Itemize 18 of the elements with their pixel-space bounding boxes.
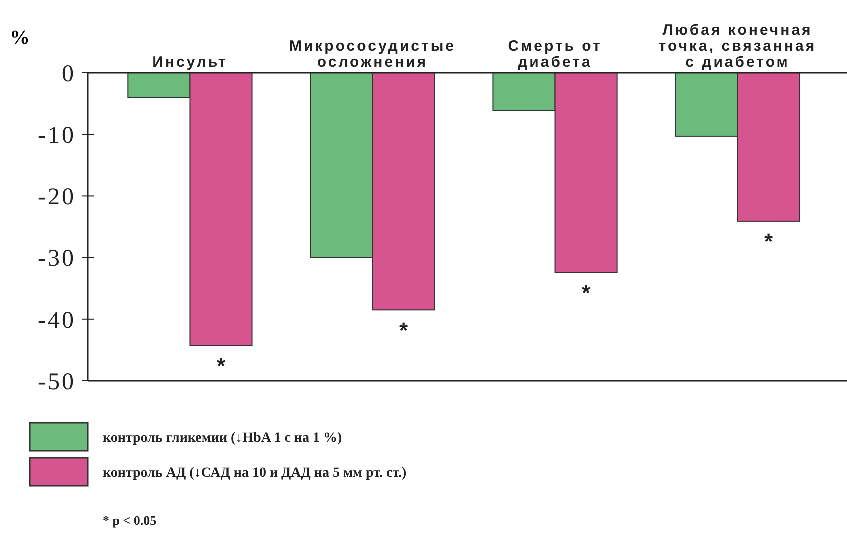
y-tick-label: -30 xyxy=(38,246,76,272)
annotation: * xyxy=(216,354,226,379)
annotation: * xyxy=(582,280,592,306)
text: * p < 0.05 xyxy=(103,513,158,528)
x-tick-label: Смерть от диабета xyxy=(508,38,602,71)
y-axis-title: % xyxy=(10,27,30,49)
annotation: * xyxy=(764,229,774,254)
y-tick-label: 0 xyxy=(62,61,76,88)
y-tick-label: -50 xyxy=(38,369,76,396)
y-tick-label: -10 xyxy=(38,123,76,149)
x-tick-label: Инсульт xyxy=(152,54,228,71)
x-tick-label: Любая конечная точка, связанная с диабетом xyxy=(658,22,817,71)
y-tick-label: -20 xyxy=(38,184,76,211)
legend-label: контроль гликемии (↓HbA 1 c на 1 %) xyxy=(103,430,342,446)
legend-label: контроль АД (↓САД на 10 и ДАД на 5 мм рт. ст.) xyxy=(103,466,408,481)
y-tick-label: -40 xyxy=(38,308,76,334)
x-tick-label: Микрососудистые осложнения xyxy=(289,38,456,71)
annotation: * xyxy=(399,318,408,343)
